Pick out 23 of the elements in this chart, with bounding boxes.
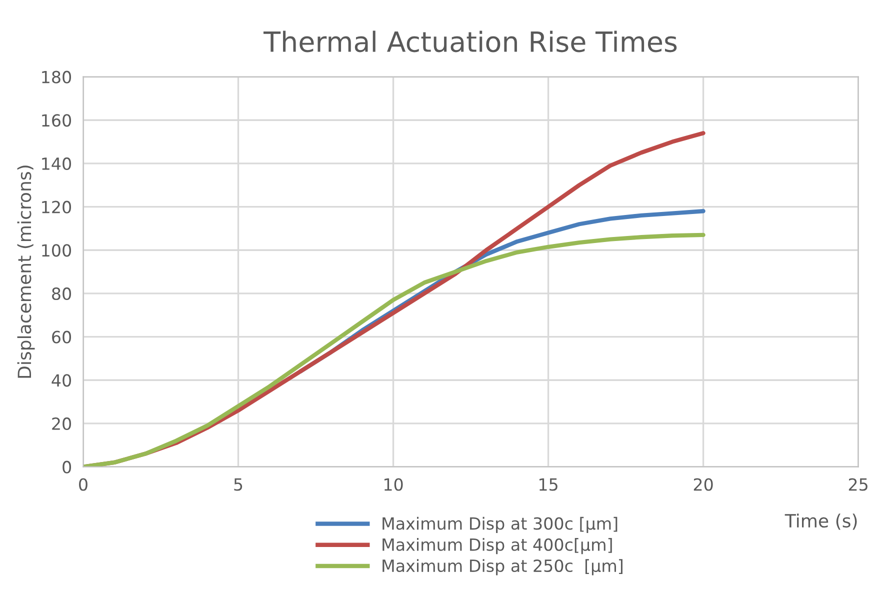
line-series (83, 232, 706, 467)
y-tick-label: 60 (52, 330, 72, 344)
y-tick-label: 0 (62, 460, 72, 474)
x-tick-label: 15 (540, 478, 558, 491)
legend-label: Maximum Disp at 400c[µm] (382, 538, 612, 554)
y-tick-label: 80 (52, 287, 72, 300)
y-tick-label: 120 (42, 200, 72, 214)
y-tick-label: 100 (42, 244, 72, 257)
y-axis-title: Displacement (microns) (17, 166, 35, 378)
legend-label: Maximum Disp at 300c [µm] (382, 516, 618, 534)
legend-label: Maximum Disp at 250c [µm] (382, 559, 622, 576)
y-tick-label: 180 (42, 70, 72, 84)
y-tick-label: 140 (42, 157, 72, 170)
x-tick-label: 10 (384, 478, 403, 491)
x-tick-label: 25 (848, 478, 868, 491)
x-tick-label: 5 (234, 478, 242, 491)
y-tick-label: 160 (42, 114, 72, 127)
x-axis-title: Time (s) (784, 514, 857, 530)
chart-title: Thermal Actuation Rise Times (263, 30, 677, 52)
y-tick-label: 40 (52, 374, 72, 387)
x-tick-label: 0 (79, 478, 88, 491)
y-tick-label: 20 (52, 417, 72, 430)
x-tick-label: 20 (694, 478, 713, 491)
